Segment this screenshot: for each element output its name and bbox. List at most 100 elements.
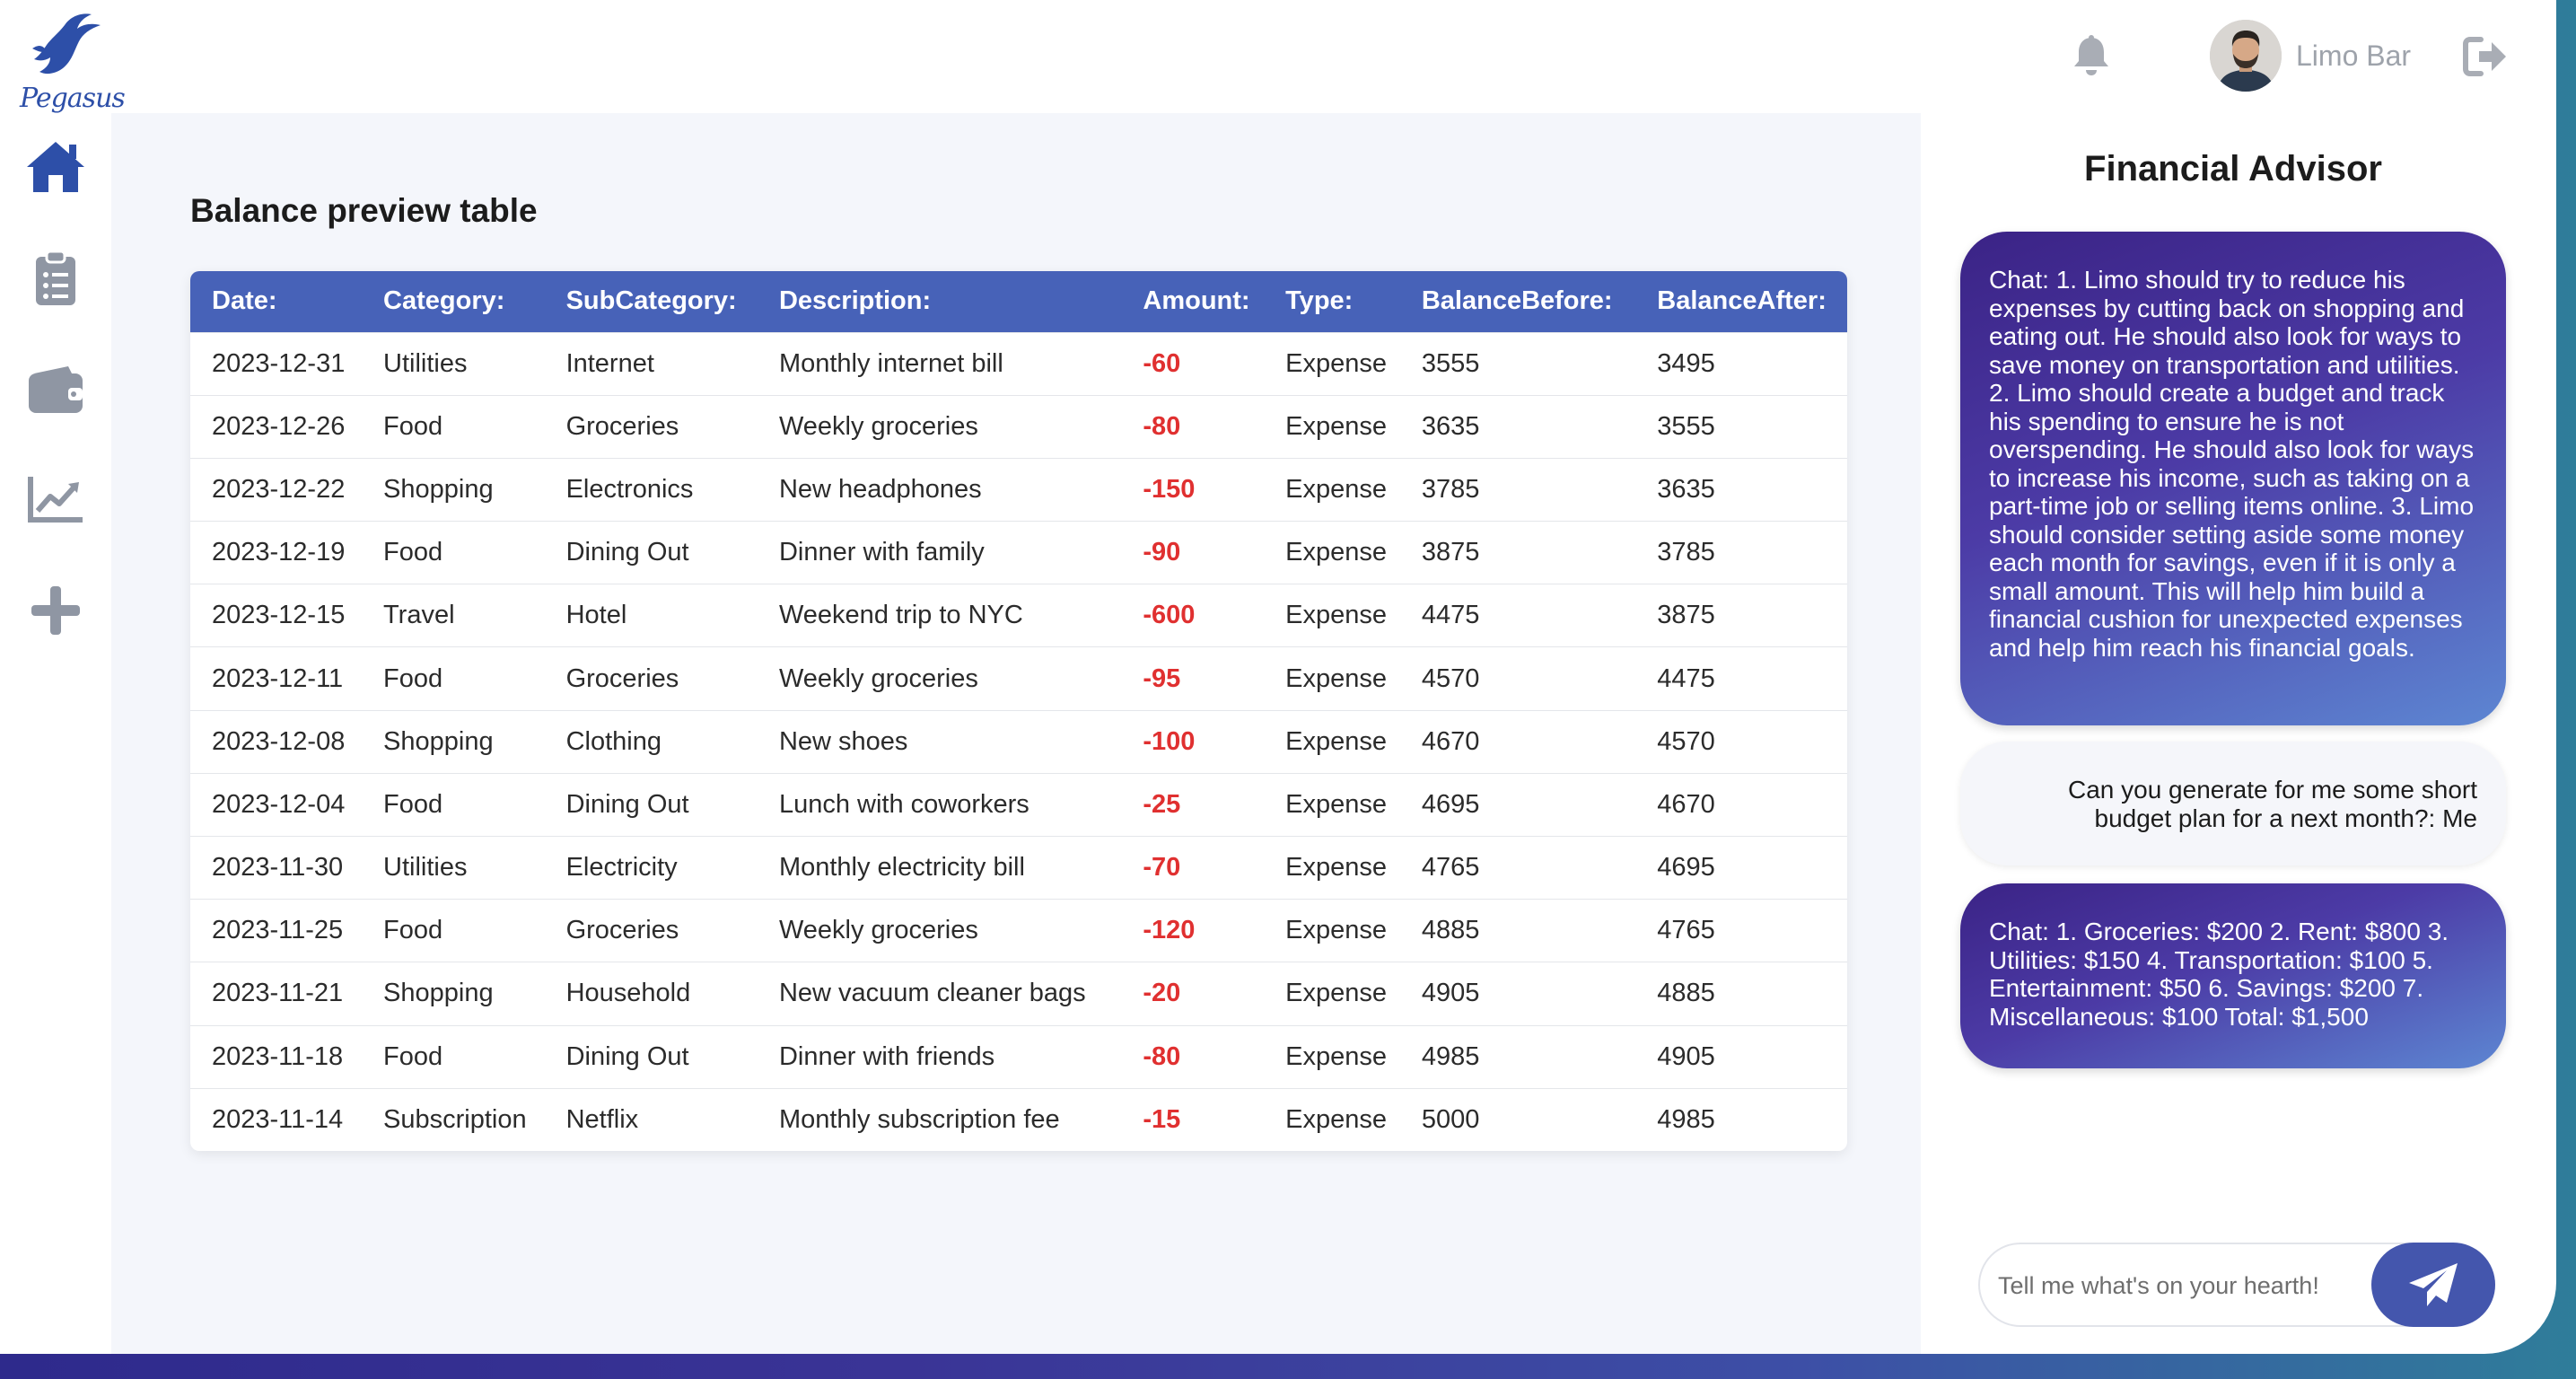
table-row: 2023-12-19 Food Dining Out Dinner with fami… [190,521,1847,584]
column-header-balance-after: BalanceAfter: [1657,286,1827,316]
table-row: 2023-11-21 Shopping Household New vacuum cl… [190,962,1847,1026]
cell-date: 2023-12-15 [190,584,363,647]
cell-type: Expense [1264,962,1400,1026]
sidebar-item-wallet[interactable] [23,357,88,422]
send-icon [2409,1263,2458,1306]
sidebar: Pegasus [0,0,126,1354]
chat-message-bot: Chat: 1. Groceries: $200 2. Rent: $800 3… [1960,883,2506,1068]
cell-balance-before: 4670 [1399,709,1636,774]
cell-description: New shoes [757,709,1122,774]
plus-icon [31,586,80,635]
cell-date: 2023-12-08 [190,709,363,774]
cell-subcategory: Dining Out [544,1024,758,1089]
cell-balance-before: 3555 [1399,331,1636,396]
table-row: 2023-12-15 Travel Hotel Weekend trip to NYC… [190,584,1847,647]
column-header-date: Date: [212,286,277,316]
balance-table: Date: Category: SubCategory: Description: Am… [190,271,1847,1152]
cell-amount: -25 [1121,772,1265,837]
cell-type: Expense [1264,1024,1400,1089]
cell-balance-before: 4475 [1399,584,1636,647]
table-header-row: Date: Category: SubCategory: Description: Am… [190,271,1847,332]
chart-line-icon [28,477,83,523]
table-row: 2023-12-11 Food Groceries Weekly groceries -… [190,646,1847,711]
notifications-button[interactable] [2072,34,2111,77]
cell-description: New headphones [757,457,1122,522]
cell-type: Expense [1264,646,1400,711]
cell-amount: -80 [1121,1024,1265,1089]
cell-subcategory: Dining Out [544,772,758,837]
cell-subcategory: Hotel [544,584,758,647]
cell-category: Travel [362,584,545,647]
table-row: 2023-11-18 Food Dining Out Dinner with frie… [190,1024,1847,1089]
column-header-amount: Amount: [1143,286,1250,316]
cell-subcategory: Household [544,962,758,1026]
chat-input[interactable] [1998,1262,2393,1309]
cell-type: Expense [1264,394,1400,459]
cell-balance-before: 4905 [1399,962,1636,1026]
wallet-icon [29,366,83,413]
logout-icon [2463,37,2506,76]
cell-date: 2023-11-14 [190,1087,363,1152]
cell-category: Subscription [362,1087,545,1152]
table-row: 2023-12-26 Food Groceries Weekly groceries -… [190,394,1847,459]
user-avatar-icon [2210,20,2282,92]
cell-category: Food [362,1024,545,1089]
cell-amount: -20 [1121,962,1265,1026]
cell-balance-before: 3635 [1399,394,1636,459]
sidebar-item-add[interactable] [23,578,88,643]
cell-type: Expense [1264,521,1400,584]
cell-category: Food [362,772,545,837]
cell-subcategory: Electronics [544,457,758,522]
cell-balance-after: 4670 [1635,772,1847,837]
cell-date: 2023-12-04 [190,772,363,837]
pegasus-logo-icon [32,13,101,75]
chat-title: Financial Advisor [2084,149,2382,189]
cell-category: Food [362,899,545,962]
sidebar-item-analytics[interactable] [23,467,88,531]
cell-category: Shopping [362,962,545,1026]
cell-balance-before: 4570 [1399,646,1636,711]
table-row: 2023-11-14 Subscription Netflix Monthly sub… [190,1087,1847,1152]
send-button[interactable] [2371,1243,2495,1327]
table-row: 2023-12-31 Utilities Internet Monthly inter… [190,331,1847,396]
cell-amount: -60 [1121,331,1265,396]
bell-icon [2074,35,2108,75]
user-name[interactable]: Limo Bar [2296,40,2412,72]
logout-button[interactable] [2463,36,2508,77]
avatar[interactable] [2210,20,2282,92]
cell-type: Expense [1264,584,1400,647]
cell-balance-after: 3495 [1635,331,1847,396]
cell-type: Expense [1264,709,1400,774]
cell-balance-after: 3635 [1635,457,1847,522]
cell-description: Weekly groceries [757,394,1122,459]
cell-amount: -80 [1121,394,1265,459]
cell-category: Utilities [362,835,545,900]
cell-description: Monthly electricity bill [757,835,1122,900]
cell-subcategory: Clothing [544,709,758,774]
cell-balance-before: 3875 [1399,521,1636,584]
cell-type: Expense [1264,1087,1400,1152]
cell-subcategory: Groceries [544,394,758,459]
cell-subcategory: Groceries [544,899,758,962]
cell-type: Expense [1264,457,1400,522]
cell-subcategory: Internet [544,331,758,396]
sidebar-item-home[interactable] [23,135,88,199]
chat-message-user: Can you generate for me some short budge… [1960,742,2506,865]
cell-subcategory: Electricity [544,835,758,900]
cell-subcategory: Netflix [544,1087,758,1152]
sidebar-item-tasks[interactable] [23,246,88,311]
cell-balance-after: 3785 [1635,521,1847,584]
cell-type: Expense [1264,899,1400,962]
column-header-category: Category: [383,286,505,316]
cell-balance-after: 4570 [1635,709,1847,774]
logo-text: Pegasus [20,83,126,114]
cell-date: 2023-12-22 [190,457,363,522]
cell-type: Expense [1264,331,1400,396]
logo[interactable]: Pegasus [16,13,126,114]
cell-amount: -100 [1121,709,1265,774]
cell-balance-after: 4885 [1635,962,1847,1026]
cell-description: Lunch with coworkers [757,772,1122,837]
cell-category: Utilities [362,331,545,396]
cell-amount: -90 [1121,521,1265,584]
clipboard-icon [36,250,75,305]
